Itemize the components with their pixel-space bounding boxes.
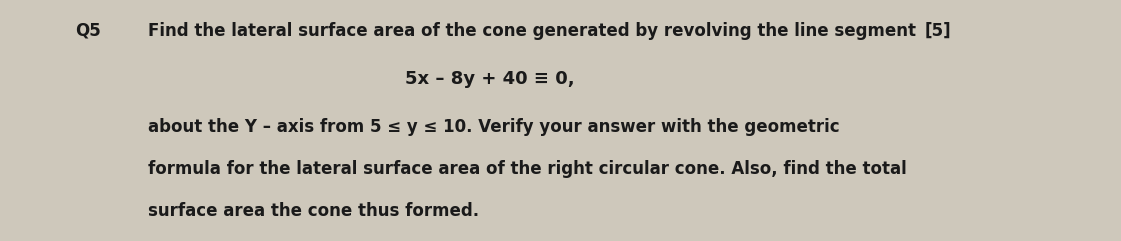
Text: formula for the lateral surface area of the right circular cone. Also, find the : formula for the lateral surface area of … bbox=[148, 160, 907, 178]
Text: Q5: Q5 bbox=[75, 22, 101, 40]
Text: 5x – 8y + 40 ≡ 0,: 5x – 8y + 40 ≡ 0, bbox=[405, 70, 575, 88]
Text: Find the lateral surface area of the cone generated by revolving the line segmen: Find the lateral surface area of the con… bbox=[148, 22, 916, 40]
Text: [5]: [5] bbox=[925, 22, 952, 40]
Text: about the Y – axis from 5 ≤ y ≤ 10. Verify your answer with the geometric: about the Y – axis from 5 ≤ y ≤ 10. Veri… bbox=[148, 118, 840, 136]
Text: surface area the cone thus formed.: surface area the cone thus formed. bbox=[148, 202, 479, 220]
